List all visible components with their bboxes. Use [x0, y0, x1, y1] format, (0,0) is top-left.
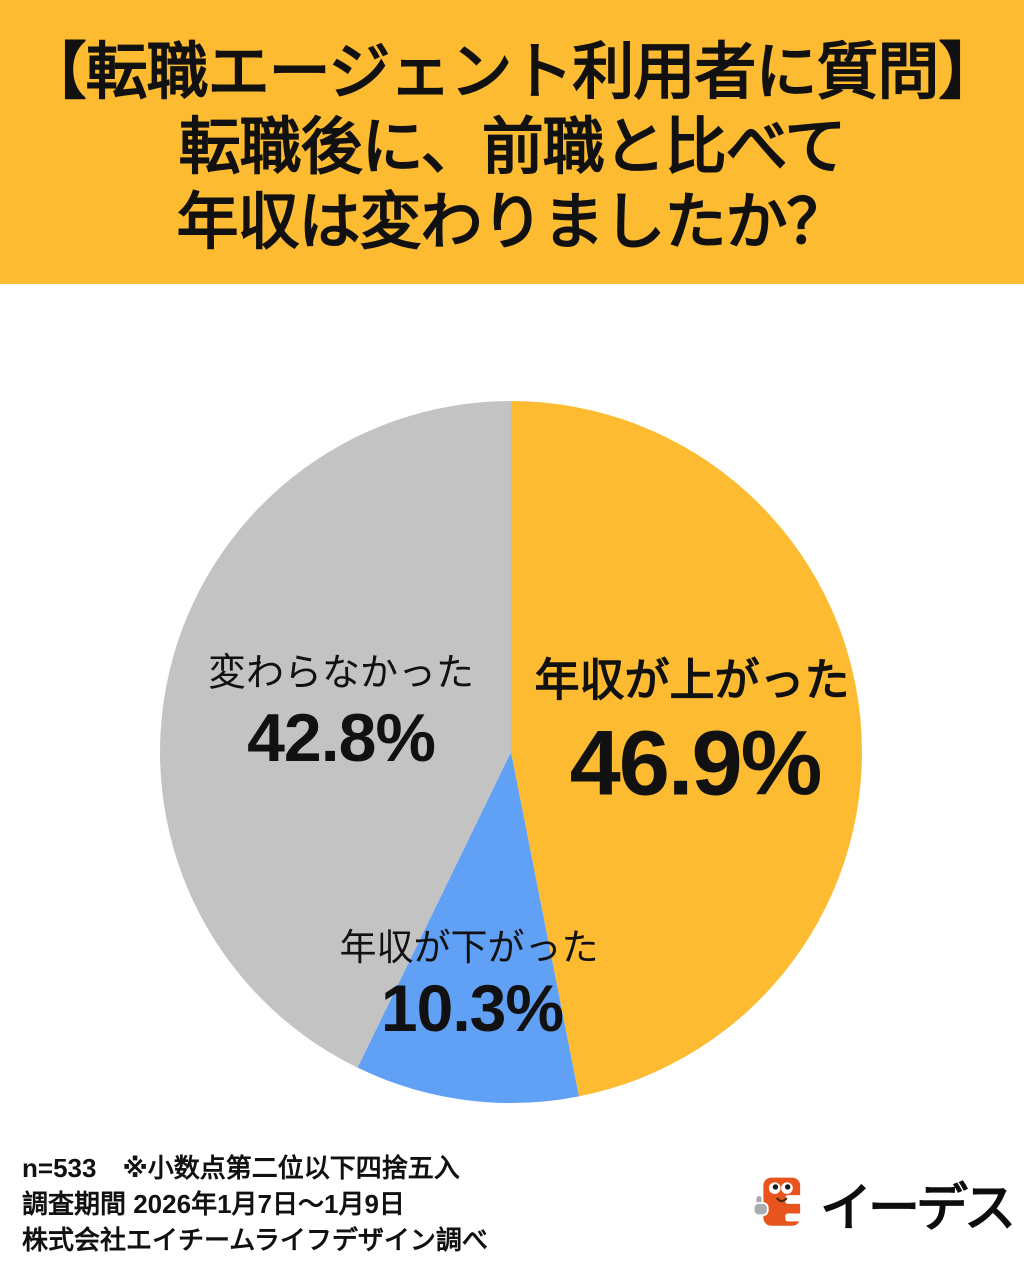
survey-source: 株式会社エイチームライフデザイン調べ — [22, 1225, 488, 1255]
pie-slice-0 — [511, 401, 862, 1097]
pie-slice-1 — [357, 752, 579, 1103]
survey-period: 調査期間 2026年1月7日～1月9日 — [22, 1189, 405, 1219]
title-line-1: 【転職エージェント利用者に質問】 — [24, 37, 1001, 107]
footer-notes: n=533 ※小数点第二位以下四捨五入 調査期間 2026年1月7日～1月9日 … — [22, 1150, 488, 1258]
brand-logo-text: イーデス — [820, 1179, 1016, 1238]
slice-label-down: 年収が下がった — [339, 927, 599, 968]
slice-label-up: 年収が上がった — [534, 654, 850, 706]
header-banner: 【転職エージェント利用者に質問】 転職後に、前職と比べて 年収は変わりましたか？ — [0, 0, 1024, 284]
slice-value-same: 42.8% — [247, 700, 436, 776]
slice-value-up: 46.9% — [569, 712, 823, 815]
mouth-icon — [776, 1197, 788, 1203]
brand-mark-icon — [752, 1177, 808, 1226]
pie-chart — [160, 401, 862, 1103]
title-line-3: 年収は変わりましたか？ — [176, 187, 848, 257]
sample-size-note: n=533 ※小数点第二位以下四捨五入 — [22, 1153, 460, 1183]
pie-slice-2 — [160, 401, 511, 1068]
slice-value-down: 10.3% — [380, 971, 564, 1045]
thumbs-up-icon — [752, 1194, 769, 1217]
slice-label-same: 変わらなかった — [207, 652, 475, 695]
title-line-2: 転職後に、前職と比べて — [178, 112, 847, 182]
brand-logo: イーデス — [752, 1170, 1016, 1238]
